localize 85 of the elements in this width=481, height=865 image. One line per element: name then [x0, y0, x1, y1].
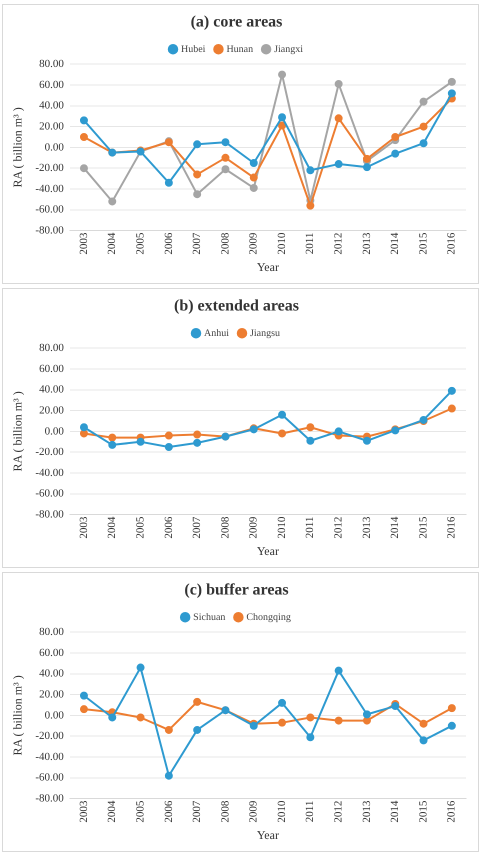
legend-label: Hunan [226, 44, 254, 55]
x-tick-label: 2014 [389, 516, 402, 539]
x-tick-label: 2011 [304, 800, 316, 822]
y-tick-label: 0.00 [44, 425, 64, 438]
x-tick-label: 2008 [219, 800, 232, 823]
y-tick-label: 20.00 [39, 120, 64, 132]
x-tick-label: 2009 [248, 232, 260, 255]
y-tick-label: -60.00 [35, 204, 64, 216]
x-axis-title: Year [256, 260, 279, 274]
chart-title: (b) extended areas [174, 298, 300, 315]
legend-label: Sichuan [193, 612, 226, 623]
y-tick-label: 80.00 [39, 626, 64, 638]
x-tick-label: 2003 [78, 800, 90, 823]
x-tick-label: 2013 [360, 232, 373, 255]
y-tick-label: 20.00 [39, 688, 64, 700]
chart-title: (c) buffer areas [184, 582, 289, 599]
y-tick-label: -80.00 [35, 508, 64, 520]
x-tick-label: 2015 [417, 516, 430, 539]
x-tick-label: 2011 [304, 516, 316, 538]
legend-label: Jiangxi [274, 44, 304, 55]
y-tick-label: -20.00 [35, 162, 64, 174]
y-tick-label: -80.00 [35, 224, 64, 236]
y-tick-label: 40.00 [39, 384, 64, 396]
x-tick-label: 2012 [332, 800, 345, 823]
y-axis-title: RA ( billion m³ ) [10, 675, 24, 756]
x-tick-label: 2003 [78, 232, 90, 255]
x-tick-label: 2013 [360, 800, 373, 823]
x-axis-title: Year [256, 544, 279, 558]
x-tick-label: 2007 [191, 516, 204, 539]
x-tick-label: 2012 [332, 516, 345, 539]
y-tick-label: -80.00 [35, 792, 64, 804]
x-tick-label: 2005 [134, 516, 146, 539]
y-tick-label: 80.00 [39, 58, 64, 70]
x-tick-label: 2004 [106, 800, 118, 823]
x-tick-label: 2009 [248, 516, 260, 539]
y-tick-label: -40.00 [35, 182, 64, 195]
y-tick-label: 0.00 [44, 709, 64, 722]
x-tick-label: 2010 [276, 232, 288, 255]
x-tick-label: 2015 [417, 232, 430, 255]
y-tick-label: 60.00 [39, 362, 64, 375]
x-tick-label: 2006 [162, 800, 175, 823]
x-tick-label: 2012 [332, 232, 345, 255]
legend-label: Chongqing [246, 612, 291, 623]
x-tick-label: 2004 [106, 516, 118, 539]
y-tick-label: -20.00 [35, 446, 64, 458]
x-tick-label: 2003 [78, 516, 90, 539]
x-tick-label: 2010 [276, 800, 288, 823]
x-tick-label: 2006 [162, 516, 175, 539]
y-tick-label: -20.00 [35, 730, 64, 742]
y-axis-title: RA ( billion m³ ) [10, 107, 24, 188]
x-tick-label: 2009 [248, 800, 260, 823]
legend-label: Anhui [204, 328, 230, 339]
y-tick-label: 20.00 [39, 404, 64, 416]
x-tick-label: 2008 [219, 232, 232, 255]
y-tick-label: 40.00 [39, 668, 64, 680]
y-tick-label: 0.00 [44, 141, 64, 154]
x-tick-label: 2014 [389, 232, 402, 255]
x-tick-label: 2005 [134, 800, 146, 823]
y-tick-label: -40.00 [35, 466, 64, 479]
x-tick-label: 2005 [134, 232, 146, 255]
y-tick-label: 60.00 [39, 646, 64, 659]
x-tick-label: 2007 [191, 232, 204, 255]
y-tick-label: 80.00 [39, 342, 64, 354]
x-tick-label: 2016 [446, 232, 458, 255]
x-tick-label: 2011 [304, 232, 316, 254]
chart-title: (a) core areas [190, 14, 282, 31]
y-tick-label: -60.00 [35, 488, 64, 500]
x-tick-label: 2013 [360, 516, 373, 539]
x-tick-label: 2014 [389, 800, 402, 823]
y-axis-title: RA ( billion m³ ) [10, 391, 24, 472]
x-tick-label: 2016 [446, 516, 458, 539]
y-tick-label: -60.00 [35, 772, 64, 784]
legend-label: Hubei [181, 44, 206, 55]
x-tick-label: 2016 [446, 800, 458, 823]
x-tick-label: 2007 [191, 800, 204, 823]
x-tick-label: 2015 [417, 800, 430, 823]
y-tick-label: 40.00 [39, 100, 64, 112]
x-tick-label: 2004 [106, 232, 118, 255]
legend-label: Jiangsu [250, 328, 280, 339]
x-tick-label: 2010 [276, 516, 288, 539]
y-tick-label: 60.00 [39, 78, 64, 91]
x-tick-label: 2008 [219, 516, 232, 539]
y-tick-label: -40.00 [35, 750, 64, 763]
x-tick-label: 2006 [162, 232, 175, 255]
x-axis-title: Year [256, 828, 279, 842]
